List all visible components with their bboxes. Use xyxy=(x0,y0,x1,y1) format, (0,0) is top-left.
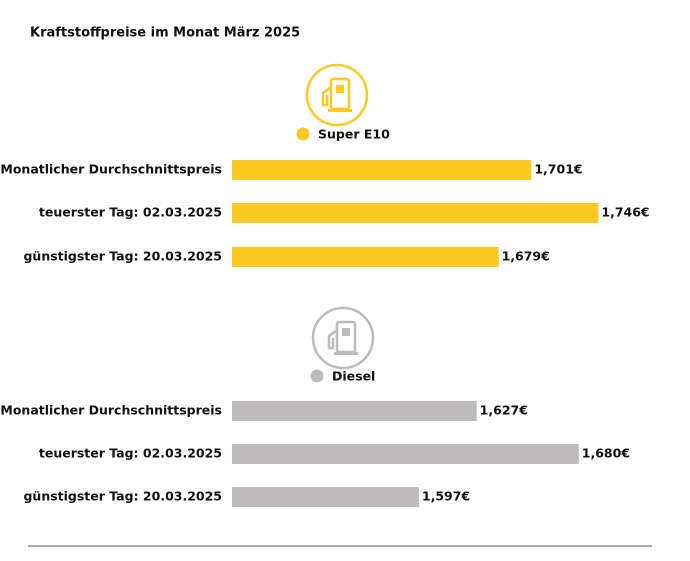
chart-title: Kraftstoffpreise im Monat März 2025 xyxy=(30,26,300,41)
value-label: 1,597€ xyxy=(422,489,470,504)
category-label: günstigster Tag: 20.03.2025 xyxy=(23,249,222,264)
bar xyxy=(232,160,532,180)
pump-window xyxy=(336,85,344,93)
legend-swatch xyxy=(310,369,324,383)
category-label: teuerster Tag: 02.03.2025 xyxy=(39,446,222,461)
pump-body xyxy=(329,77,351,111)
pump-hose xyxy=(327,329,338,350)
legend-swatch xyxy=(296,127,310,141)
pump-window xyxy=(342,328,350,336)
value-label: 1,680€ xyxy=(582,446,630,461)
legend-label: Super E10 xyxy=(318,127,390,142)
value-label: 1,679€ xyxy=(502,249,550,264)
pump-base xyxy=(334,352,358,355)
bar xyxy=(232,203,599,223)
category-label: Monatlicher Durchschnittspreis xyxy=(0,403,222,418)
bar xyxy=(232,487,419,507)
legend-label: Diesel xyxy=(332,369,375,384)
value-label: 1,746€ xyxy=(601,205,649,220)
value-label: 1,701€ xyxy=(534,162,582,177)
bar xyxy=(232,247,499,267)
fuel-icon xyxy=(311,306,375,370)
fuel-icon xyxy=(305,63,369,127)
category-label: Monatlicher Durchschnittspreis xyxy=(0,162,222,177)
icon-ring xyxy=(311,306,375,370)
category-label: teuerster Tag: 02.03.2025 xyxy=(39,205,222,220)
pump-base xyxy=(328,109,352,112)
pump-body xyxy=(335,320,357,354)
value-label: 1,627€ xyxy=(480,403,528,418)
bar xyxy=(232,401,477,421)
icon-ring xyxy=(305,63,369,127)
bar xyxy=(232,444,579,464)
pump-hose xyxy=(321,86,332,107)
category-label: günstigster Tag: 20.03.2025 xyxy=(23,489,222,504)
